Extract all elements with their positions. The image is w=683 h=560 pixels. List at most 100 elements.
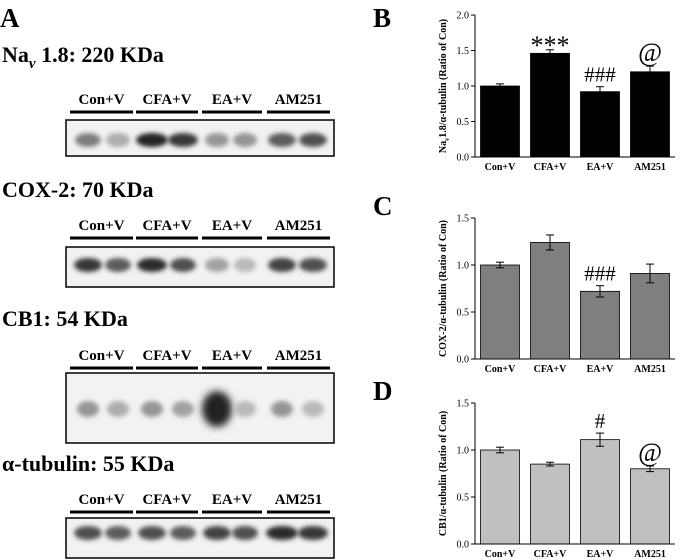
x-tick-label: AM251 <box>634 162 666 173</box>
x-tick-label: EA+V <box>587 162 615 173</box>
bar-cfa-v <box>530 463 570 545</box>
blot-band <box>77 401 99 417</box>
y-tick-label: 1.0 <box>457 261 470 272</box>
blot-group-label: Con+V <box>78 492 124 508</box>
blot-title: Nav 1.8: 220 KDa <box>2 42 164 72</box>
blot-title-main: Na <box>2 42 29 67</box>
x-tick-label: CFA+V <box>534 364 568 375</box>
blot-group-label: EA+V <box>212 218 252 234</box>
panel-label-A: A <box>0 3 20 33</box>
x-tick-label: EA+V <box>587 549 615 560</box>
x-tick-label: AM251 <box>634 549 666 560</box>
bar-charts: Con+V *** CFA+V ### EA+V @ AM251 0.0 0.5 1.0 1.5 2.… <box>438 11 675 560</box>
blot-title-main: α-tubulin: 55 KDa <box>2 451 174 476</box>
blot-band <box>74 526 102 540</box>
y-tick-label: 2.0 <box>457 11 470 22</box>
blot-band <box>105 526 131 540</box>
blot-group-label: AM251 <box>275 348 323 364</box>
blot-band <box>232 526 258 540</box>
x-tick-label: Con+V <box>485 364 516 375</box>
blot-band <box>106 133 130 147</box>
y-axis-label: Nav1.8/α-tubulin (Ratio of Con) <box>438 19 451 153</box>
y-tick-label: 1.5 <box>457 214 470 225</box>
blot-1: Nav 1.8: 220 KDa Con+V CFA+V EA+V AM251 <box>2 42 335 157</box>
blot-group-label: AM251 <box>275 492 323 508</box>
blot-title: α-tubulin: 55 KDa <box>2 451 174 476</box>
blot-group-label: CFA+V <box>142 492 191 508</box>
y-tick-label: 1.0 <box>457 82 470 93</box>
blot-group-label: CFA+V <box>142 92 191 108</box>
chart-D: Con+V CFA+V # EA+V @ AM251 0.0 0.5 1.0 1.5 CB1/α-t… <box>438 399 675 560</box>
bar-am251 <box>630 468 670 545</box>
blot-group-label: Con+V <box>78 92 124 108</box>
blot-band <box>234 258 256 272</box>
blot-band <box>170 526 196 540</box>
blot-group-label: Con+V <box>78 218 124 234</box>
blot-group-label: CFA+V <box>142 348 191 364</box>
blot-band <box>268 258 296 272</box>
blot-band <box>203 526 231 540</box>
y-tick-label: 1.5 <box>457 399 470 410</box>
blot-band <box>105 258 131 272</box>
bar-ea-v <box>580 439 620 545</box>
y-tick-label: 1.5 <box>457 46 470 57</box>
y-tick-label: 0.5 <box>457 308 470 319</box>
bar-con-v <box>480 264 520 360</box>
panel-label-D: D <box>373 376 393 406</box>
x-tick-label: CFA+V <box>534 162 568 173</box>
y-axis-label: CB1/α-tubulin (Ratio of Con) <box>438 411 449 536</box>
blot-band <box>107 401 129 417</box>
y-axis-label-rest: 1.8/α-tubulin (Ratio of Con) <box>438 19 449 138</box>
blot-group-label: Con+V <box>78 348 124 364</box>
blot-band <box>268 133 296 147</box>
blot-band <box>137 258 167 272</box>
bar-ea-v <box>580 91 620 158</box>
blot-title: CB1: 54 KDa <box>2 306 128 331</box>
x-tick-label: AM251 <box>634 364 666 375</box>
bar-cfa-v <box>530 52 570 158</box>
panel-label-C: C <box>373 191 393 221</box>
blot-band <box>233 133 257 147</box>
y-axis-label: COX-2/α-tubulin (Ratio of Con) <box>438 220 449 357</box>
significance-annotation: ### <box>584 63 616 87</box>
y-axis-label-main: CB1/α-tubulin (Ratio of Con) <box>438 411 449 536</box>
blot-group-label: AM251 <box>275 92 323 108</box>
western-blot-panel: Nav 1.8: 220 KDa Con+V CFA+V EA+V AM251 COX-2… <box>2 42 335 559</box>
x-tick-label: EA+V <box>587 364 615 375</box>
blot-title-main: COX-2: 70 KDa <box>2 177 154 202</box>
bar-cfa-v <box>530 242 570 360</box>
blot-band <box>74 258 102 272</box>
blot-group-label: AM251 <box>275 218 323 234</box>
chart-B: Con+V *** CFA+V ### EA+V @ AM251 0.0 0.5 1.0 1.5 2.… <box>438 11 675 173</box>
y-axis-label-main: Na <box>438 141 449 153</box>
significance-annotation: ### <box>584 262 616 286</box>
bar-am251 <box>630 71 670 158</box>
blot-band <box>168 133 198 147</box>
blot-band <box>170 258 196 272</box>
blot-3: CB1: 54 KDa Con+V CFA+V EA+V AM251 <box>2 306 335 444</box>
blot-band <box>234 401 256 417</box>
blot-band <box>299 258 327 272</box>
blot-band <box>271 401 293 417</box>
blot-band <box>205 133 229 147</box>
blot-image-frame <box>65 517 335 559</box>
blot-band <box>75 133 101 147</box>
blot-image-frame <box>65 372 335 444</box>
bar-con-v <box>480 449 520 545</box>
blot-band <box>138 526 166 540</box>
x-tick-label: CFA+V <box>534 549 568 560</box>
y-axis-label-main: COX-2/α-tubulin (Ratio of Con) <box>438 220 449 357</box>
blot-group-label: EA+V <box>212 492 252 508</box>
blot-title-main: CB1: 54 KDa <box>2 306 128 331</box>
bar-con-v <box>480 85 520 158</box>
blot-band <box>141 401 163 417</box>
blot-group-label: EA+V <box>212 348 252 364</box>
panel-label-B: B <box>373 3 391 33</box>
blot-title: COX-2: 70 KDa <box>2 177 154 202</box>
significance-annotation: @ <box>638 38 662 67</box>
blot-band <box>298 526 328 540</box>
bar-ea-v <box>580 290 620 360</box>
y-tick-label: 0.0 <box>457 540 470 551</box>
y-tick-label: 0.5 <box>457 493 470 504</box>
